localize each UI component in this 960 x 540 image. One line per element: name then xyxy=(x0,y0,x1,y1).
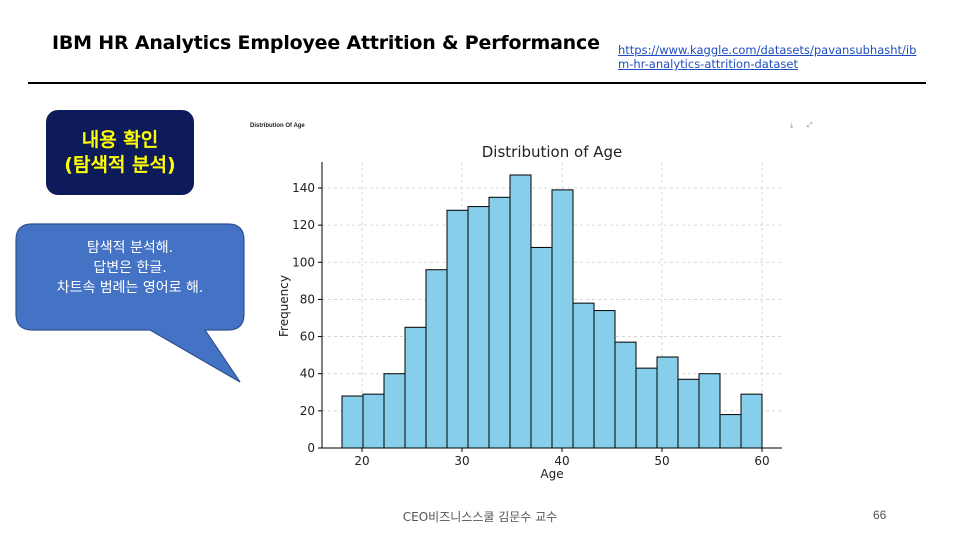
histogram-bar xyxy=(656,356,679,449)
y-axis-label: Frequency xyxy=(277,275,291,337)
chart-title: Distribution of Age xyxy=(482,143,623,161)
callout-text: 탐색적 분석해. 답변은 한글. 차트속 범례는 영어로 해. xyxy=(16,238,244,298)
callout-line: 답변은 한글. xyxy=(93,260,167,276)
title-divider xyxy=(28,82,926,84)
chart-bars xyxy=(341,174,763,449)
badge-line-2: (탐색적 분석) xyxy=(64,153,176,176)
chart-caption: Distribution Of Age xyxy=(250,123,305,129)
histogram-bar xyxy=(698,373,721,449)
histogram-bar xyxy=(362,393,385,449)
section-badge: 내용 확인 (탐색적 분석) xyxy=(46,110,194,195)
y-tick-label: 120 xyxy=(292,218,315,232)
histogram-bar xyxy=(740,393,763,449)
chart-toolbar-icons[interactable]: ⤓ ⤢ xyxy=(790,122,819,129)
histogram-bar xyxy=(488,196,511,449)
histogram-bar xyxy=(425,269,448,449)
histogram-bar xyxy=(341,395,364,449)
histogram-bar xyxy=(509,174,532,449)
histogram-bar xyxy=(677,378,700,449)
histogram-bar xyxy=(635,367,658,449)
badge-line-1: 내용 확인 xyxy=(81,128,159,151)
histogram-bar xyxy=(614,341,637,449)
y-tick-label: 100 xyxy=(292,255,315,269)
histogram-bar xyxy=(446,209,469,449)
histogram-bar xyxy=(572,302,595,449)
histogram-bar xyxy=(530,246,553,449)
histogram-bar xyxy=(383,373,406,449)
y-tick-label: 20 xyxy=(300,404,315,418)
histogram-bar xyxy=(467,206,490,449)
page-number: 66 xyxy=(873,508,887,522)
y-tick-label: 40 xyxy=(300,367,315,381)
x-tick-label: 60 xyxy=(754,454,769,468)
x-tick-label: 30 xyxy=(454,454,469,468)
callout-line: 탐색적 분석해. xyxy=(86,240,174,256)
x-tick-label: 40 xyxy=(554,454,569,468)
histogram-bar xyxy=(719,414,742,449)
x-tick-label: 50 xyxy=(654,454,669,468)
histogram-bar xyxy=(551,189,574,449)
y-tick-label: 140 xyxy=(292,181,315,195)
y-tick-label: 60 xyxy=(300,330,315,344)
x-axis-label: Age xyxy=(540,467,563,481)
histogram-bar xyxy=(593,310,616,449)
y-tick-label: 80 xyxy=(300,292,315,306)
x-tick-label: 20 xyxy=(354,454,369,468)
histogram-bar xyxy=(404,326,427,449)
callout-line: 차트속 범례는 영어로 해. xyxy=(56,280,204,296)
y-tick-label: 0 xyxy=(307,441,315,455)
chart-axes: 0 20 40 60 80 100 120 140 20 30 40 50 60 xyxy=(292,162,782,468)
footer-text: CEO비즈니스스쿨 김문수 교수 xyxy=(402,510,558,524)
dataset-source-link[interactable]: https://www.kaggle.com/datasets/pavansub… xyxy=(618,43,917,71)
slide-title: IBM HR Analytics Employee Attrition & Pe… xyxy=(52,32,600,54)
